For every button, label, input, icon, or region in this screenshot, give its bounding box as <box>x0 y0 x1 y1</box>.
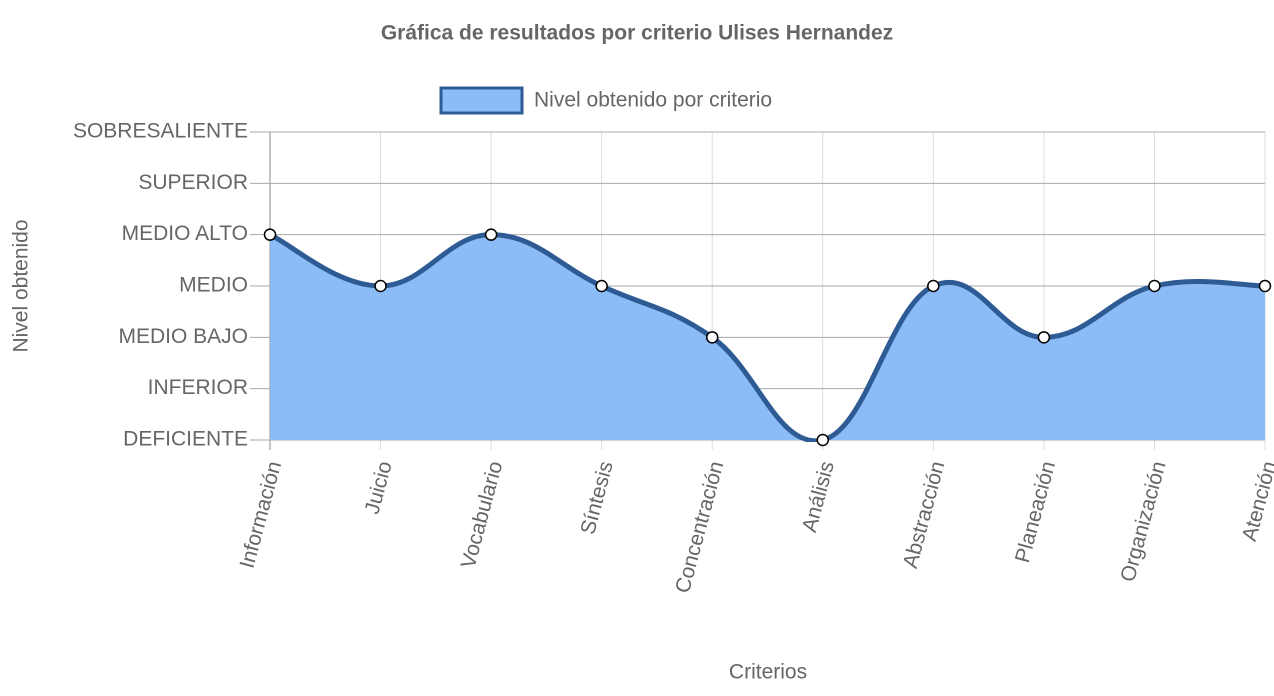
x-axis-title: Criterios <box>729 661 807 684</box>
y-tick-label: SOBRESALIENTE <box>73 120 248 143</box>
x-tick-label: Análisis <box>798 459 839 535</box>
y-axis-title: Nivel obtenido <box>10 219 33 352</box>
chart-title: Gráfica de resultados por criterio Ulise… <box>381 22 893 45</box>
y-tick-label: SUPERIOR <box>138 171 248 194</box>
y-tick-label: INFERIOR <box>148 376 248 399</box>
x-tick-label: Abstracción <box>899 459 950 571</box>
line <box>268 232 1266 442</box>
x-tick-label: Vocabulario <box>457 459 508 571</box>
data-point <box>263 228 277 241</box>
plot-area: Información Juicio Vocabulario Síntesis Conc… <box>73 120 1274 596</box>
y-tick-label: MEDIO ALTO <box>122 222 248 245</box>
x-tick-label: Planeación <box>1011 459 1060 565</box>
data-point <box>374 279 387 293</box>
data-point <box>1258 279 1272 293</box>
data-point <box>816 433 830 447</box>
data-point <box>595 279 608 293</box>
x-tick-label: Síntesis <box>576 459 618 537</box>
x-tick-label: Concentración <box>671 459 728 596</box>
y-tick-label: DEFICIENTE <box>123 428 248 451</box>
data-point <box>1037 331 1051 344</box>
data-point <box>927 279 940 293</box>
y-tick-label: MEDIO <box>179 274 248 297</box>
y-tick-label: MEDIO BAJO <box>118 325 248 348</box>
x-tick-label: Información <box>236 459 287 571</box>
x-tick-label: Juicio <box>361 459 397 517</box>
data-point <box>484 228 498 241</box>
legend-swatch <box>439 86 524 115</box>
data-point <box>1148 279 1161 293</box>
x-tick-label: Organización <box>1116 459 1170 584</box>
data-point <box>705 331 719 344</box>
x-tick-label: Atención <box>1238 459 1274 544</box>
legend-label: Nivel obtenido por criterio <box>534 89 772 112</box>
area-fill <box>270 234 1265 441</box>
